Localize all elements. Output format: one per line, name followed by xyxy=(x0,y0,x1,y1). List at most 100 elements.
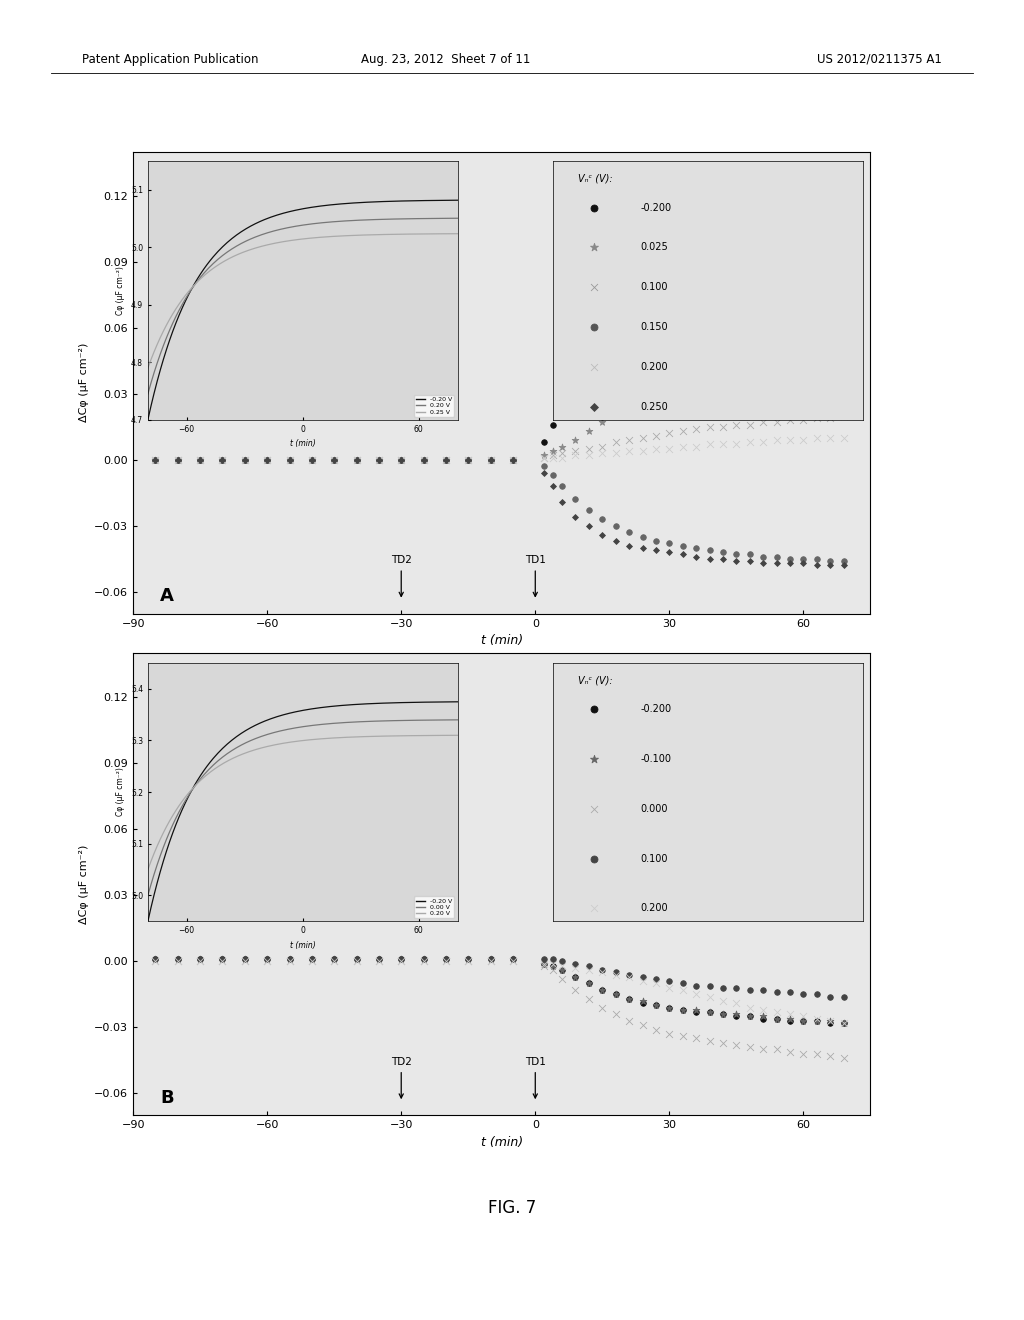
Point xyxy=(282,949,298,970)
Point xyxy=(701,434,718,455)
Point xyxy=(648,969,665,990)
Point xyxy=(147,950,164,972)
Point xyxy=(594,442,610,463)
Point xyxy=(768,546,784,568)
Point xyxy=(214,449,230,470)
Point xyxy=(348,950,365,972)
Point xyxy=(768,1008,784,1030)
Point xyxy=(675,973,691,994)
Point xyxy=(741,979,758,1001)
Point xyxy=(554,960,570,981)
Point xyxy=(371,449,387,470)
Point xyxy=(237,449,253,470)
Point xyxy=(237,449,253,470)
Point xyxy=(545,960,561,981)
Point xyxy=(505,950,521,972)
Point xyxy=(416,950,432,972)
Point xyxy=(147,449,164,470)
Point xyxy=(191,950,208,972)
Point xyxy=(282,449,298,470)
Point xyxy=(796,356,812,378)
Point xyxy=(728,993,744,1014)
Point xyxy=(581,973,597,994)
Point xyxy=(796,1010,812,1031)
Point xyxy=(781,1003,798,1024)
Point xyxy=(567,979,584,1001)
Point xyxy=(393,949,410,970)
Point xyxy=(675,999,691,1020)
Point xyxy=(781,1008,798,1030)
Point xyxy=(505,949,521,970)
Point xyxy=(741,1006,758,1027)
Point xyxy=(348,949,365,970)
Point xyxy=(371,449,387,470)
Point xyxy=(505,449,521,470)
Point xyxy=(822,554,839,576)
Point xyxy=(545,447,561,469)
Point xyxy=(214,949,230,970)
Point xyxy=(259,449,275,470)
Point xyxy=(662,438,678,459)
Point xyxy=(170,449,186,470)
Point xyxy=(282,449,298,470)
Point xyxy=(715,370,731,391)
Point xyxy=(648,995,665,1016)
Point xyxy=(809,554,825,576)
Point xyxy=(796,1043,812,1064)
Point xyxy=(662,533,678,554)
Point xyxy=(460,949,476,970)
Point xyxy=(648,388,665,409)
Point xyxy=(648,540,665,561)
Point xyxy=(728,1035,744,1056)
Point xyxy=(304,949,321,970)
Point xyxy=(147,950,164,972)
Point xyxy=(191,449,208,470)
Point xyxy=(648,995,665,1016)
Point xyxy=(701,548,718,569)
Point xyxy=(796,553,812,574)
Point xyxy=(634,428,650,449)
Point xyxy=(688,1002,705,1023)
Point xyxy=(214,949,230,970)
Point xyxy=(191,449,208,470)
Point xyxy=(237,950,253,972)
Point xyxy=(326,449,342,470)
Point xyxy=(728,414,744,436)
Point xyxy=(460,949,476,970)
Point xyxy=(348,949,365,970)
Point xyxy=(237,449,253,470)
Point xyxy=(755,1039,771,1060)
Point xyxy=(755,363,771,384)
Point xyxy=(348,449,365,470)
Point xyxy=(581,973,597,994)
Point xyxy=(214,949,230,970)
Point xyxy=(505,449,521,470)
Point xyxy=(634,257,650,279)
Point xyxy=(437,449,454,470)
Point xyxy=(836,1048,852,1069)
Point xyxy=(237,449,253,470)
Point xyxy=(607,1003,624,1024)
Point xyxy=(505,449,521,470)
Point xyxy=(621,989,637,1010)
Point xyxy=(594,524,610,545)
Point xyxy=(688,1028,705,1049)
Text: A: A xyxy=(160,587,174,605)
Point xyxy=(348,449,365,470)
Point xyxy=(768,197,784,218)
Point xyxy=(304,449,321,470)
Point xyxy=(701,540,718,561)
Point xyxy=(581,960,597,981)
Point xyxy=(393,949,410,970)
Point xyxy=(796,429,812,450)
Point xyxy=(581,438,597,459)
Point xyxy=(259,949,275,970)
Point xyxy=(768,1039,784,1060)
Point xyxy=(437,449,454,470)
Point xyxy=(701,372,718,393)
Point xyxy=(701,216,718,238)
Point xyxy=(460,949,476,970)
Point xyxy=(688,223,705,244)
Point xyxy=(482,950,499,972)
Point xyxy=(581,989,597,1010)
